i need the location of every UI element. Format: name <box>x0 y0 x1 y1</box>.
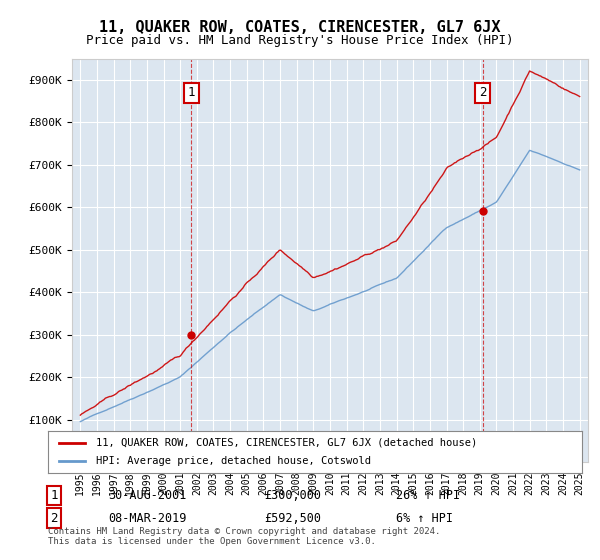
Text: 11, QUAKER ROW, COATES, CIRENCESTER, GL7 6JX (detached house): 11, QUAKER ROW, COATES, CIRENCESTER, GL7… <box>96 438 478 448</box>
Text: 11, QUAKER ROW, COATES, CIRENCESTER, GL7 6JX: 11, QUAKER ROW, COATES, CIRENCESTER, GL7… <box>99 20 501 35</box>
Text: 2: 2 <box>50 511 58 525</box>
Text: 1: 1 <box>188 86 195 99</box>
Text: HPI: Average price, detached house, Cotswold: HPI: Average price, detached house, Cots… <box>96 456 371 466</box>
Text: £592,500: £592,500 <box>264 511 321 525</box>
Text: Price paid vs. HM Land Registry's House Price Index (HPI): Price paid vs. HM Land Registry's House … <box>86 34 514 46</box>
Text: 30-AUG-2001: 30-AUG-2001 <box>108 489 187 502</box>
Text: 2: 2 <box>479 86 487 99</box>
Text: 08-MAR-2019: 08-MAR-2019 <box>108 511 187 525</box>
Text: Contains HM Land Registry data © Crown copyright and database right 2024.
This d: Contains HM Land Registry data © Crown c… <box>48 526 440 546</box>
Text: 26% ↑ HPI: 26% ↑ HPI <box>396 489 460 502</box>
Text: 1: 1 <box>50 489 58 502</box>
Text: 6% ↑ HPI: 6% ↑ HPI <box>396 511 453 525</box>
Text: £300,000: £300,000 <box>264 489 321 502</box>
